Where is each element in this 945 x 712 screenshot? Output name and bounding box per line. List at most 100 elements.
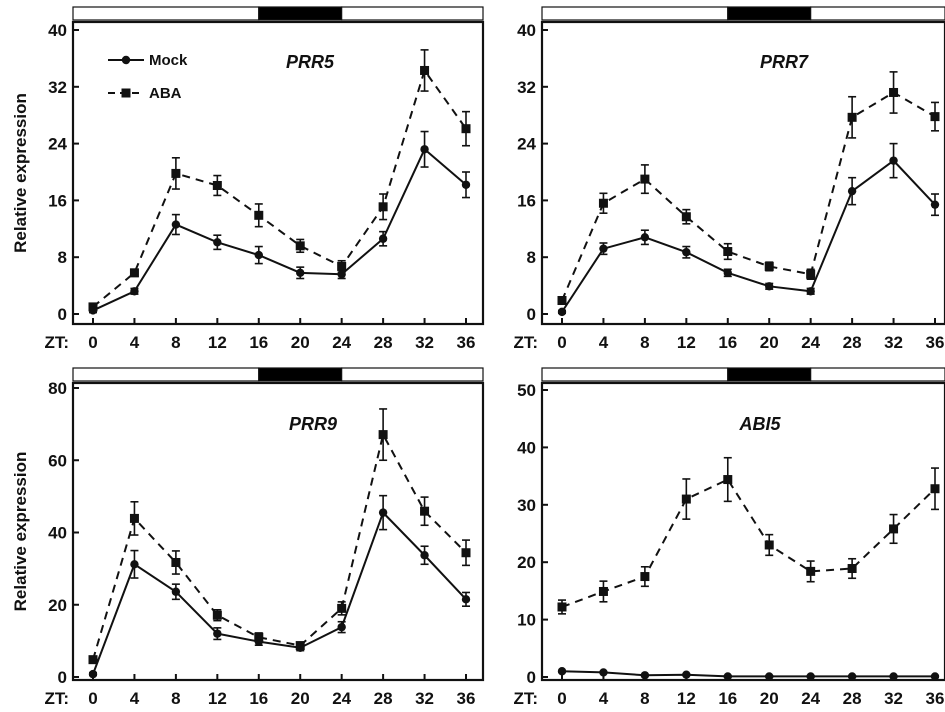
x-tick-label: 12 bbox=[208, 333, 227, 352]
x-tick-label: 8 bbox=[640, 689, 649, 708]
y-tick-label: 10 bbox=[517, 611, 536, 630]
y-tick-label: 40 bbox=[517, 21, 536, 40]
data-point-mock bbox=[806, 672, 814, 680]
data-point-aba bbox=[462, 124, 471, 133]
y-axis-label: Relative expression bbox=[11, 452, 30, 612]
x-tick-label: 12 bbox=[208, 689, 227, 708]
series-line bbox=[93, 513, 466, 674]
data-point-aba bbox=[848, 564, 857, 573]
data-point-aba bbox=[130, 268, 139, 277]
data-point-aba bbox=[599, 587, 608, 596]
data-point-mock bbox=[130, 560, 138, 568]
x-tick-label: 4 bbox=[599, 333, 609, 352]
x-tick-label: 20 bbox=[291, 689, 310, 708]
y-tick-label: 20 bbox=[517, 553, 536, 572]
data-point-aba bbox=[337, 604, 346, 613]
x-tick-label: 20 bbox=[760, 689, 779, 708]
x-tick-label: 0 bbox=[557, 689, 566, 708]
data-point-mock bbox=[765, 672, 773, 680]
zt-prefix: ZT: bbox=[513, 333, 538, 352]
data-point-aba bbox=[765, 262, 774, 271]
data-point-mock bbox=[931, 200, 939, 208]
data-point-mock bbox=[641, 233, 649, 241]
x-tick-label: 16 bbox=[718, 689, 737, 708]
gene-title: PRR9 bbox=[289, 414, 337, 434]
x-tick-label: 20 bbox=[760, 333, 779, 352]
x-tick-label: 4 bbox=[130, 333, 140, 352]
panel-prr9: 020406080ZT: 0 4 8 12 16 20 24 28 32 36Relative ex… bbox=[11, 368, 483, 708]
data-point-aba bbox=[89, 655, 98, 664]
series-mock bbox=[558, 667, 939, 681]
series-line bbox=[562, 161, 935, 312]
series-line bbox=[562, 671, 935, 676]
light-dark-bar bbox=[542, 368, 945, 381]
data-point-aba bbox=[889, 524, 898, 533]
gene-title: PRR5 bbox=[286, 52, 335, 72]
data-point-aba bbox=[213, 611, 222, 620]
data-point-aba bbox=[171, 558, 180, 567]
y-tick-label: 50 bbox=[517, 381, 536, 400]
x-tick-label: 0 bbox=[88, 333, 97, 352]
y-tick-label: 0 bbox=[527, 305, 536, 324]
data-point-mock bbox=[379, 508, 387, 516]
x-tick-label: 28 bbox=[843, 689, 862, 708]
data-point-mock bbox=[765, 282, 773, 290]
data-point-aba bbox=[931, 112, 940, 121]
x-tick-label: 32 bbox=[415, 689, 434, 708]
series-line bbox=[562, 92, 935, 300]
light-dark-bar bbox=[73, 7, 483, 20]
data-point-mock bbox=[89, 670, 97, 678]
y-tick-label: 32 bbox=[517, 78, 536, 97]
data-point-aba bbox=[296, 241, 305, 250]
x-tick-label: 28 bbox=[374, 333, 393, 352]
x-tick-label: 28 bbox=[374, 689, 393, 708]
x-tick-label: 8 bbox=[640, 333, 649, 352]
y-tick-label: 24 bbox=[48, 135, 67, 154]
light-dark-bar bbox=[542, 7, 945, 20]
data-point-aba bbox=[640, 572, 649, 581]
series-mock bbox=[89, 132, 470, 315]
data-point-aba bbox=[558, 602, 567, 611]
data-point-mock bbox=[806, 287, 814, 295]
bar-segment-dark bbox=[728, 7, 811, 20]
x-tick-label: 16 bbox=[718, 333, 737, 352]
y-tick-label: 30 bbox=[517, 496, 536, 515]
data-point-mock bbox=[558, 667, 566, 675]
y-tick-label: 20 bbox=[48, 596, 67, 615]
data-point-aba bbox=[420, 66, 429, 75]
data-point-aba bbox=[462, 548, 471, 557]
data-point-aba bbox=[254, 211, 263, 220]
x-tick-label: 24 bbox=[801, 689, 820, 708]
x-tick-label: 16 bbox=[249, 689, 268, 708]
x-tick-label: 0 bbox=[88, 689, 97, 708]
data-point-mock bbox=[255, 637, 263, 645]
x-tick-label: 4 bbox=[599, 689, 609, 708]
series-line bbox=[562, 480, 935, 607]
data-point-mock bbox=[379, 235, 387, 243]
x-tick-label: 32 bbox=[884, 333, 903, 352]
y-tick-label: 16 bbox=[517, 191, 536, 210]
data-point-mock bbox=[599, 244, 607, 252]
bar-segment-light bbox=[542, 368, 728, 381]
x-tick-label: 36 bbox=[457, 333, 476, 352]
gene-title: PRR7 bbox=[760, 52, 809, 72]
gene-title: ABI5 bbox=[738, 414, 781, 434]
x-tick-label: 24 bbox=[332, 689, 351, 708]
x-tick-label: 36 bbox=[926, 689, 945, 708]
bar-segment-dark bbox=[728, 368, 811, 381]
data-point-mock bbox=[889, 672, 897, 680]
data-point-aba bbox=[682, 495, 691, 504]
data-point-aba bbox=[848, 113, 857, 122]
legend: MockABA bbox=[108, 52, 188, 102]
zt-prefix: ZT: bbox=[513, 689, 538, 708]
data-point-aba bbox=[723, 475, 732, 484]
data-point-aba bbox=[889, 88, 898, 97]
data-point-mock bbox=[296, 644, 304, 652]
data-point-mock bbox=[724, 269, 732, 277]
series-mock bbox=[558, 144, 939, 316]
legend-marker bbox=[122, 89, 131, 98]
data-point-aba bbox=[379, 202, 388, 211]
x-tick-label: 0 bbox=[557, 333, 566, 352]
data-point-aba bbox=[213, 181, 222, 190]
data-point-aba bbox=[765, 540, 774, 549]
